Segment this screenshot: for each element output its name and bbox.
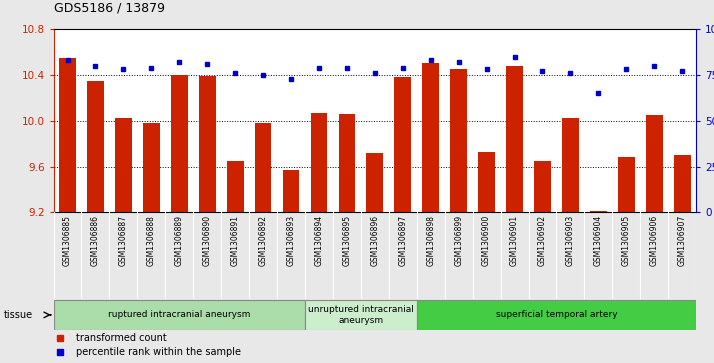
Text: GSM1306889: GSM1306889 — [175, 215, 183, 266]
Bar — [590, 211, 607, 212]
Bar — [394, 77, 411, 212]
Bar — [115, 118, 132, 212]
Text: superficial temporal artery: superficial temporal artery — [496, 310, 618, 319]
Text: GSM1306898: GSM1306898 — [426, 215, 436, 266]
Bar — [534, 161, 551, 212]
Text: GSM1306885: GSM1306885 — [63, 215, 72, 266]
Text: GSM1306906: GSM1306906 — [650, 215, 659, 266]
Text: GSM1306896: GSM1306896 — [371, 215, 379, 266]
Text: ruptured intracranial aneurysm: ruptured intracranial aneurysm — [108, 310, 251, 319]
Bar — [646, 115, 663, 212]
Text: GSM1306899: GSM1306899 — [454, 215, 463, 266]
Text: transformed count: transformed count — [76, 333, 167, 343]
Bar — [59, 58, 76, 212]
Bar — [143, 123, 160, 212]
Text: GSM1306907: GSM1306907 — [678, 215, 687, 266]
Text: tissue: tissue — [4, 310, 33, 320]
Text: GSM1306904: GSM1306904 — [594, 215, 603, 266]
Bar — [87, 81, 104, 212]
Text: GSM1306888: GSM1306888 — [147, 215, 156, 266]
Bar — [311, 113, 327, 212]
Text: GSM1306893: GSM1306893 — [286, 215, 296, 266]
Text: GSM1306895: GSM1306895 — [343, 215, 351, 266]
Bar — [227, 161, 243, 212]
Text: GSM1306901: GSM1306901 — [510, 215, 519, 266]
Text: GSM1306900: GSM1306900 — [482, 215, 491, 266]
Bar — [451, 69, 467, 212]
Bar — [171, 75, 188, 212]
FancyBboxPatch shape — [417, 300, 696, 330]
Text: GSM1306894: GSM1306894 — [314, 215, 323, 266]
Bar — [255, 123, 271, 212]
Text: GSM1306903: GSM1306903 — [566, 215, 575, 266]
Text: percentile rank within the sample: percentile rank within the sample — [76, 347, 241, 357]
Bar — [506, 66, 523, 212]
Bar — [562, 118, 579, 212]
Text: GSM1306902: GSM1306902 — [538, 215, 547, 266]
Bar — [478, 152, 495, 212]
Bar — [423, 64, 439, 212]
Text: GSM1306886: GSM1306886 — [91, 215, 100, 266]
Bar — [283, 170, 299, 212]
Text: GSM1306890: GSM1306890 — [203, 215, 212, 266]
FancyBboxPatch shape — [305, 300, 417, 330]
Text: GSM1306891: GSM1306891 — [231, 215, 240, 266]
Text: GSM1306887: GSM1306887 — [119, 215, 128, 266]
Text: unruptured intracranial
aneurysm: unruptured intracranial aneurysm — [308, 305, 414, 325]
Bar — [366, 153, 383, 212]
Text: GSM1306905: GSM1306905 — [622, 215, 630, 266]
Text: GDS5186 / 13879: GDS5186 / 13879 — [54, 1, 164, 15]
Bar — [338, 114, 356, 212]
Bar — [674, 155, 690, 212]
Text: GSM1306897: GSM1306897 — [398, 215, 407, 266]
FancyBboxPatch shape — [54, 300, 305, 330]
Text: GSM1306892: GSM1306892 — [258, 215, 268, 266]
Bar — [618, 158, 635, 212]
Bar — [198, 76, 216, 212]
